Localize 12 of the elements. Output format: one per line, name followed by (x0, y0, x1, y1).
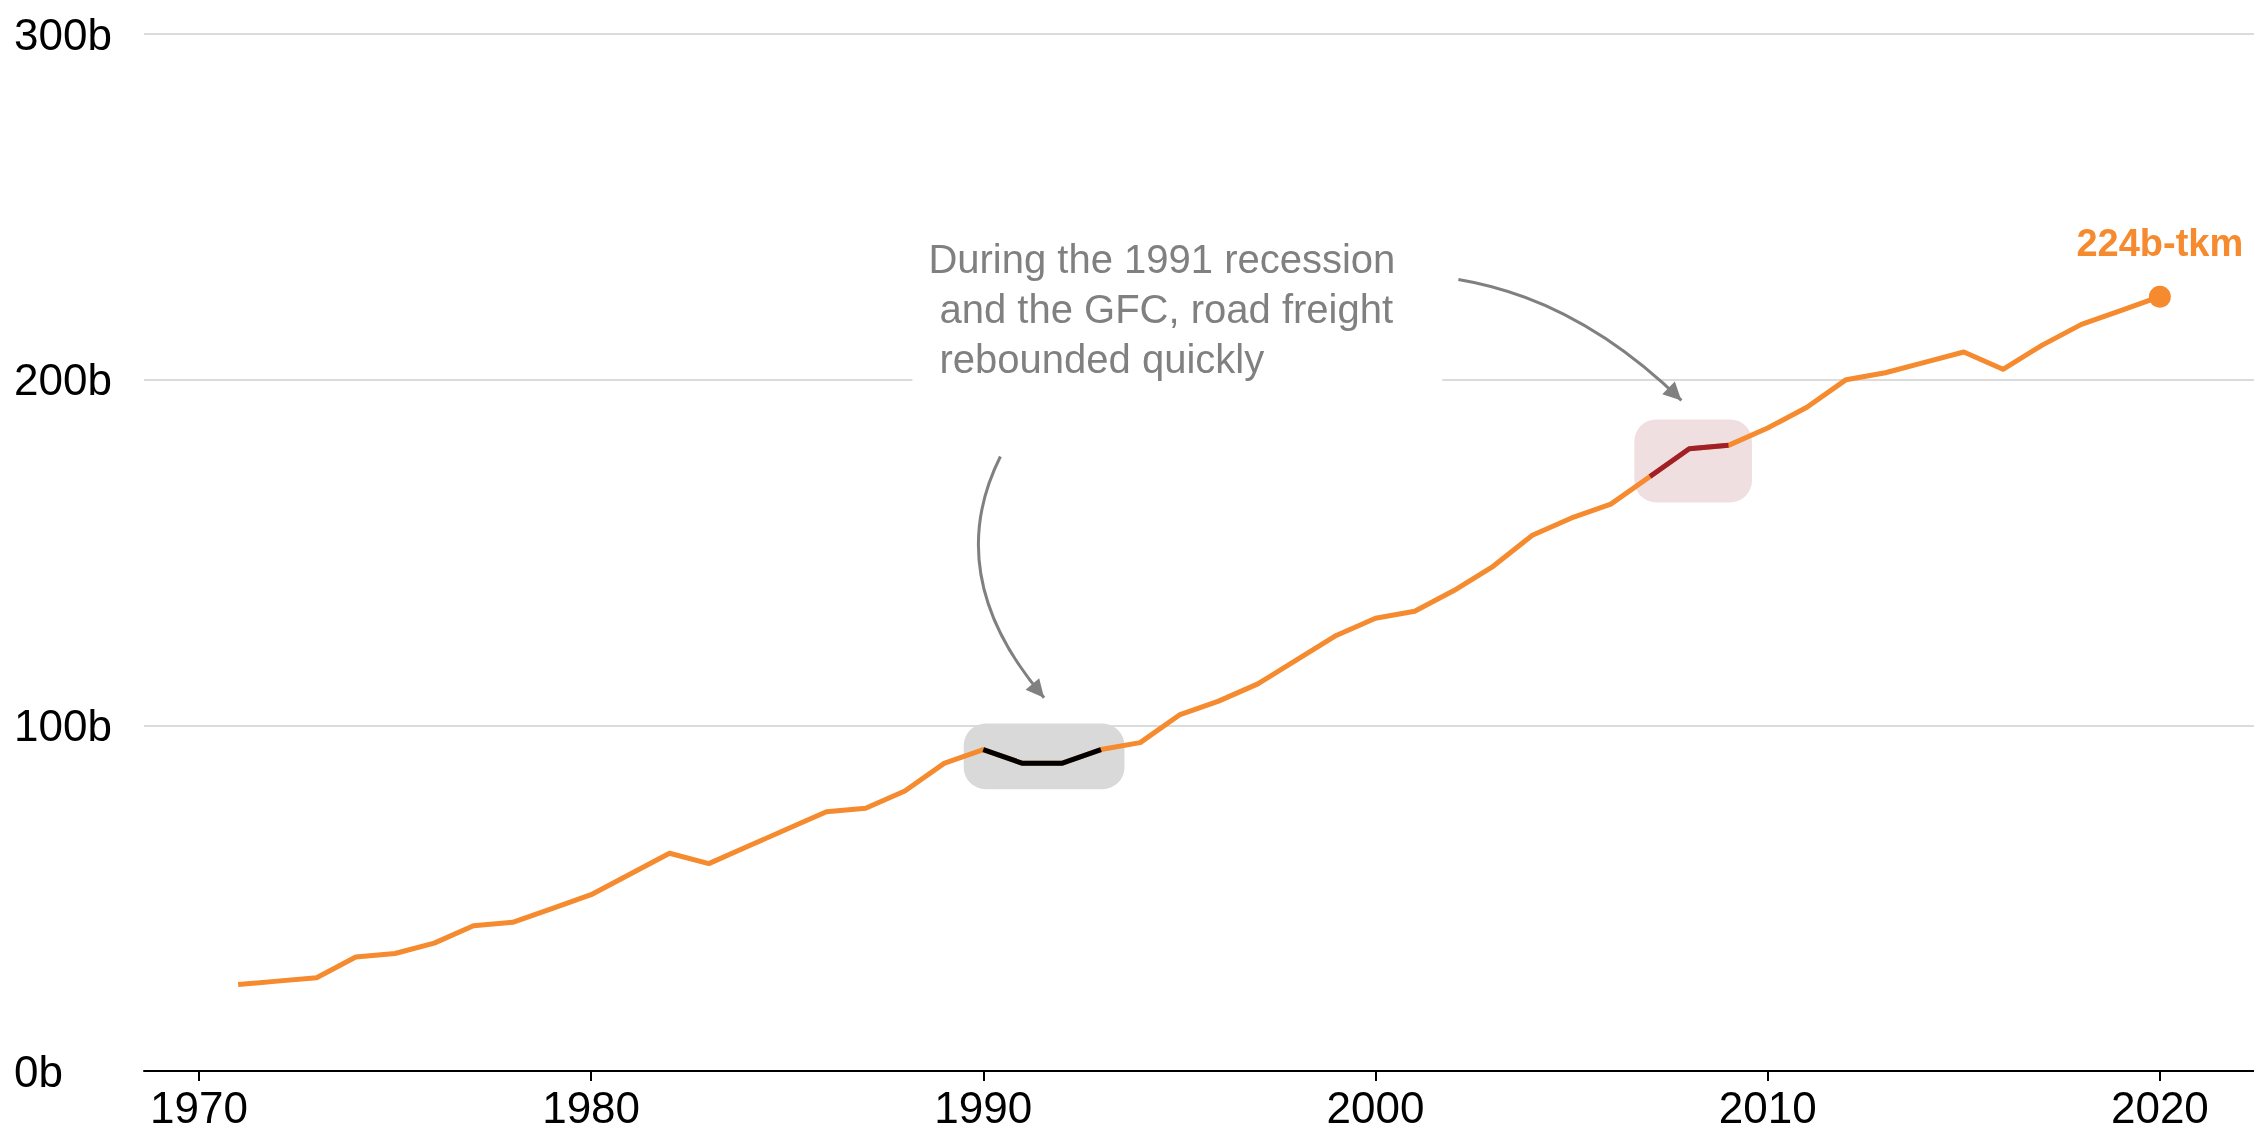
y-tick-label: 0b (14, 1046, 63, 1096)
x-tick-label: 2010 (1718, 1082, 1817, 1129)
x-tick-label: 2020 (2110, 1082, 2209, 1129)
y-tick-label: 100b (14, 700, 112, 750)
x-tick-label: 2000 (1326, 1082, 1425, 1129)
y-tick-label: 200b (14, 355, 112, 405)
x-tick-label: 1980 (542, 1082, 641, 1129)
x-tick-label: 1970 (149, 1082, 248, 1129)
x-tick-label: 1990 (934, 1082, 1033, 1129)
y-tick-label: 300b (14, 9, 112, 59)
data-label: 224b-tkm (2076, 221, 2244, 264)
annotation: During the 1991 recession and the GFC, road freight rebounded quickly (928, 237, 1396, 382)
